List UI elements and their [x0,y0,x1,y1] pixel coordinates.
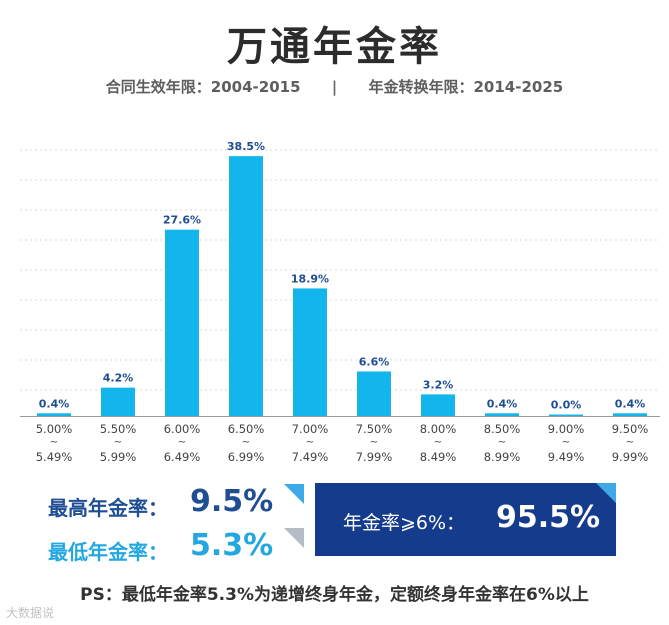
subtitle-separator: | [331,78,338,96]
tick-label: ~ [498,437,506,448]
tick-label: 5.99% [100,450,137,464]
bar [485,413,519,416]
min-rate-label: 最低年金率： [48,540,168,564]
data-label: 0.4% [615,397,646,410]
bar [421,394,455,416]
bar [613,413,647,416]
tick-label: 8.00% [420,422,457,436]
tick-label: 6.00% [164,422,201,436]
corner-triangle-icon [284,528,304,548]
tick-label: ~ [114,437,122,448]
tick-label: ~ [370,437,378,448]
tick-label: 7.50% [356,422,393,436]
tick-label: 9.99% [612,450,649,464]
data-label: 0.4% [39,397,70,410]
tick-label: 6.49% [164,450,201,464]
min-rate-value: 5.3% [190,528,274,563]
chart-title: 万通年金率 [227,24,442,70]
tick-label: 9.49% [548,450,585,464]
tick-label: 6.99% [228,450,265,464]
tick-label: 9.00% [548,422,585,436]
tick-label: 7.99% [356,450,393,464]
tick-label: ~ [434,437,442,448]
max-rate-stat: 最高年金率： 9.5% [48,484,304,524]
max-rate-label: 最高年金率： [48,496,168,520]
conversion-years: 年金转换年限：2014-2025 [368,78,564,96]
data-label: 18.9% [291,272,329,285]
data-label: 6.6% [359,355,390,368]
tick-label: ~ [306,437,314,448]
bar [101,387,135,416]
tick-label: 5.00% [36,422,73,436]
data-label: 38.5% [227,140,265,153]
tick-label: ~ [50,437,58,448]
tick-label: 6.50% [228,422,265,436]
tick-label: ~ [178,437,186,448]
bar [37,413,71,416]
watermark: 大数据说 [6,606,55,620]
rate-above-6-box: 年金率⩾6%： 95.5% [315,483,616,556]
bar [293,288,327,416]
tick-label: ~ [242,437,250,448]
subtitle: 合同生效年限：2004-2015 | 年金转换年限：2014-2025 [0,76,669,97]
tick-label: 8.99% [484,450,521,464]
max-rate-value: 9.5% [190,484,274,519]
bar [165,229,199,416]
data-label: 0.4% [487,397,518,410]
tick-label: 8.49% [420,450,457,464]
data-label: 4.2% [103,372,134,385]
tick-label: 7.00% [292,422,329,436]
tick-label: 8.50% [484,422,521,436]
data-label: 0.0% [551,399,582,412]
bar-chart: 0.4%5.00%~5.49%4.2%5.50%~5.99%27.6%6.00%… [20,140,660,464]
corner-triangle-icon [284,484,304,504]
data-label: 3.2% [423,378,454,391]
tick-label: ~ [562,437,570,448]
rate-above-6-value: 95.5% [496,500,601,535]
min-rate-stat: 最低年金率： 5.3% [48,528,304,568]
bar [549,414,583,416]
tick-label: 5.49% [36,450,73,464]
tick-label: 7.49% [292,450,329,464]
bar [357,371,391,416]
data-label: 27.6% [163,214,201,227]
rate-above-6-label: 年金率⩾6%： [343,512,466,534]
corner-triangle-icon [596,483,616,503]
contract-years: 合同生效年限：2004-2015 [105,78,301,96]
tick-label: ~ [626,437,634,448]
footnote: PS：最低年金率5.3%为递增终身年金，定额终身年金率在6%以上 [80,585,589,605]
tick-label: 5.50% [100,422,137,436]
bar [229,156,263,416]
tick-label: 9.50% [612,422,649,436]
